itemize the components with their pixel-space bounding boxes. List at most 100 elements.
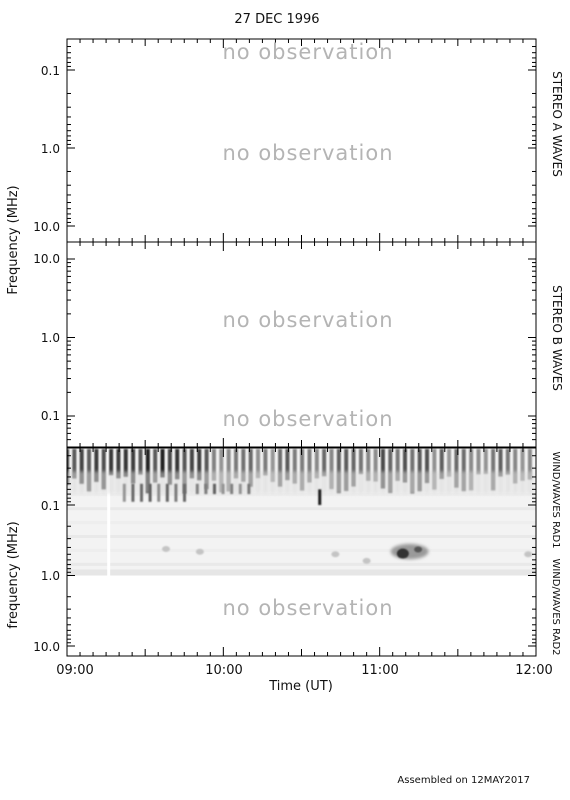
panel-stereo-a-no-observation-top: no observation (222, 40, 393, 64)
panel-stereo-a-ytick-10.0: 10.0 (33, 220, 60, 234)
burst-tail (475, 471, 482, 494)
burst-mark (417, 449, 422, 492)
burst-series-mark (212, 483, 216, 495)
burst-tail (446, 471, 453, 494)
burst-tail (453, 471, 460, 494)
burst-tail (519, 471, 526, 494)
panel-stereo-a-ticks (66, 39, 537, 242)
burst-tail (409, 471, 416, 494)
rad1-band-stripe (67, 548, 536, 552)
burst-tail (269, 471, 276, 494)
burst-tail (350, 471, 357, 494)
burst-tail (218, 471, 225, 494)
burst-tail (196, 471, 203, 494)
panel-stereo-a-ytick-0.1: 0.1 (41, 64, 60, 78)
burst-tail (387, 471, 394, 494)
burst-mark (256, 449, 261, 479)
panel-stereo-b-instrument-label: STEREO B WAVES (550, 285, 564, 391)
burst-tail (512, 471, 519, 494)
burst-mark (358, 449, 363, 475)
burst-mark (67, 449, 69, 485)
burst-mark (79, 449, 84, 484)
stereo-ylabel: Frequency (MHz) (6, 185, 21, 294)
burst-tail (416, 471, 423, 494)
burst-tail (504, 471, 511, 494)
panel-stereo-b-ytick-1.0: 1.0 (41, 331, 60, 345)
burst-tail (321, 471, 328, 494)
burst-tail (144, 471, 151, 494)
burst-tail (365, 471, 372, 494)
panel-stereo-b-ticks (66, 242, 537, 447)
burst-mark (336, 449, 341, 494)
burst-series-mark (183, 483, 187, 502)
burst-mark (197, 449, 202, 481)
rad1-band-stripe (67, 562, 536, 566)
rad1-lower-edge (67, 569, 536, 576)
burst-tail (100, 471, 107, 494)
burst-mark (520, 449, 525, 481)
panel-stereo-b-ytick-10.0: 10.0 (33, 252, 60, 266)
burst-series-mark (131, 483, 135, 502)
faint-spot (195, 548, 204, 555)
burst-mark (498, 449, 503, 477)
panel-stereo-b-frame (66, 241, 537, 448)
burst-tail (247, 471, 254, 494)
burst-tail (108, 471, 115, 494)
burst-series-mark (230, 483, 234, 495)
burst-tail (86, 471, 93, 494)
burst-mark (439, 449, 444, 479)
burst-mark (189, 449, 194, 479)
burst-mark (87, 449, 92, 492)
figure-title: 27 DEC 1996 (234, 12, 319, 27)
burst-mark (300, 449, 305, 491)
panel-stereo-a-instrument-label: STEREO A WAVES (550, 71, 564, 177)
panel-stereo-a-ytick-1.0: 1.0 (41, 142, 60, 156)
burst-mark (263, 449, 268, 476)
burst-mark (483, 449, 488, 475)
burst-tail (240, 471, 247, 494)
burst-mark (388, 449, 393, 493)
burst-mark (410, 449, 415, 494)
burst-mark (527, 449, 532, 480)
burst-tail (372, 471, 379, 494)
burst-mark (160, 449, 165, 478)
burst-mark (123, 449, 128, 477)
narrow-burst (318, 489, 322, 505)
burst-tail (181, 471, 188, 494)
burst-mark (241, 449, 246, 482)
burst-tail (255, 471, 262, 494)
burst-tail (394, 471, 401, 494)
burst-mark (314, 449, 319, 479)
burst-mark (380, 449, 385, 489)
burst-tail (71, 471, 78, 494)
burst-tail (306, 471, 313, 494)
burst-mark (153, 449, 158, 483)
burst-mark (432, 449, 437, 490)
burst-tail (152, 471, 159, 494)
burst-series-mark (122, 483, 126, 502)
burst-mark (94, 449, 99, 482)
assembled-date: Assembled on 12MAY2017 (397, 775, 530, 786)
burst-mark (182, 449, 187, 494)
burst-tail (137, 471, 144, 494)
panel-stereo-b-no-observation-top: no observation (222, 308, 393, 332)
panel-wind-ytick-1.0: 1.0 (41, 569, 60, 583)
xtick-label-1100: 11:00 (361, 663, 398, 678)
burst-mark (292, 449, 297, 484)
burst-mark (447, 449, 452, 477)
burst-tail (174, 471, 181, 494)
burst-tail (166, 471, 173, 494)
burst-tail (225, 471, 232, 494)
burst-tail (379, 471, 386, 494)
burst-mark (219, 449, 224, 493)
burst-mark (138, 449, 143, 475)
burst-tail (277, 471, 284, 494)
panel-wind-waves-ticks (66, 448, 537, 656)
burst-mark (167, 449, 172, 485)
faint-spot (162, 545, 171, 552)
panel-stereo-b: 10.0 1.0 0.1 no observation no observati… (33, 241, 564, 448)
burst-mark (226, 449, 231, 492)
burst-tail (67, 471, 70, 494)
burst-tail (460, 471, 467, 494)
burst-mark (491, 449, 496, 491)
